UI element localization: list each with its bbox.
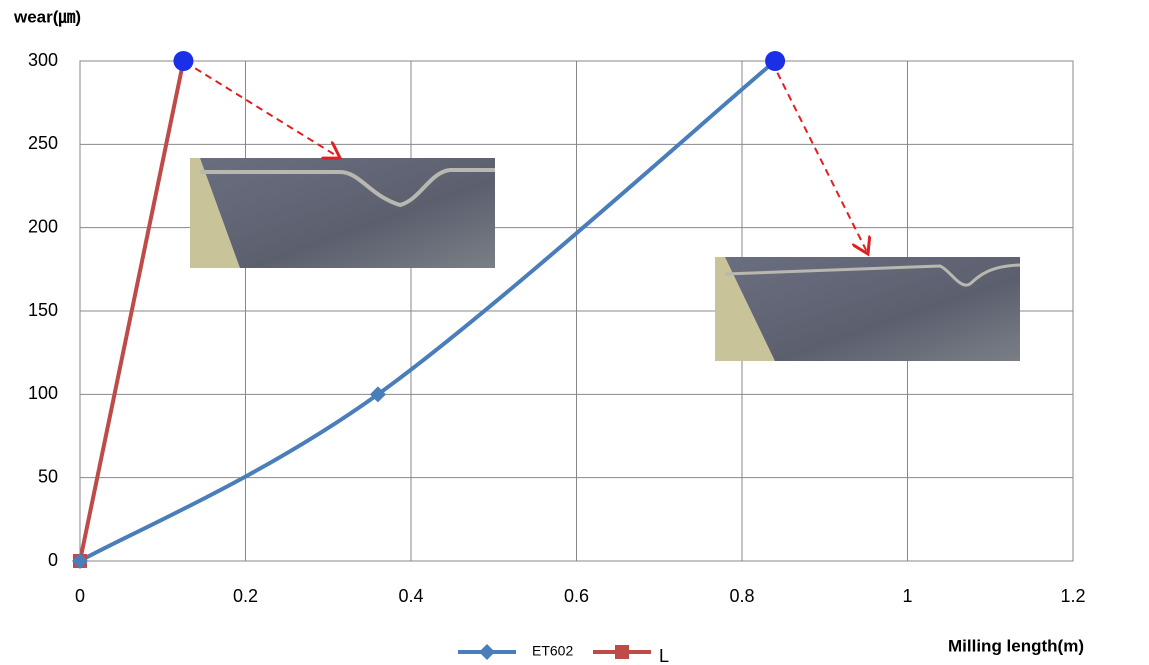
legend-label: L <box>659 646 669 665</box>
x-axis-label: Milling length(m) <box>948 636 1084 655</box>
y-tick-label: 0 <box>48 550 58 570</box>
x-tick-label: 0.8 <box>729 586 754 606</box>
y-tick-label: 300 <box>28 50 58 70</box>
y-tick-label: 50 <box>38 466 58 486</box>
x-tick-label: 0.4 <box>398 586 423 606</box>
marker <box>615 645 629 659</box>
arrow <box>771 61 868 254</box>
x-tick-label: 0.2 <box>233 586 258 606</box>
highlight-point <box>765 51 786 71</box>
y-tick-label: 150 <box>28 300 58 320</box>
arrow <box>184 61 340 158</box>
series-line <box>79 59 777 563</box>
y-tick-label: 250 <box>28 133 58 153</box>
marker <box>369 386 386 403</box>
photo-2 <box>715 257 1021 361</box>
series-line <box>78 60 186 562</box>
x-tick-label: 1 <box>902 586 912 606</box>
marker <box>72 553 88 569</box>
x-tick-label: 0.6 <box>564 586 589 606</box>
grid: 0 50 100 150 200 250 300 0 0.2 0.4 0.6 0.8 1 1.2 <box>28 50 1086 606</box>
y-tick-label: 100 <box>28 383 58 403</box>
x-tick-label: 0 <box>75 586 85 606</box>
y-axis-label: wear(㎛) <box>13 7 81 27</box>
x-tick-label: 1.2 <box>1060 586 1085 606</box>
marker <box>479 644 495 660</box>
series-group <box>78 59 777 563</box>
legend: ET602 L <box>458 643 669 665</box>
photo-1 <box>190 158 495 268</box>
highlight-point <box>173 51 194 71</box>
legend-label: ET602 <box>532 643 573 659</box>
y-tick-label: 200 <box>28 216 58 236</box>
plot-border <box>79 60 1074 562</box>
markers <box>72 51 786 569</box>
